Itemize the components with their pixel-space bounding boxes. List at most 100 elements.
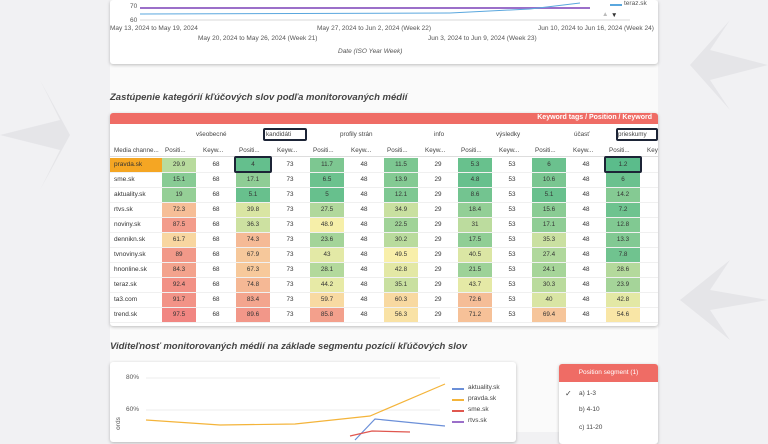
position-value-cell: 71.2 bbox=[458, 308, 492, 322]
position-value-cell: 72.6 bbox=[458, 293, 492, 307]
media-channel-cell[interactable]: sme.sk bbox=[114, 176, 135, 183]
segment-filter-title: Position segment (1) bbox=[559, 364, 658, 382]
background-star-right bbox=[690, 20, 768, 110]
keyword-count-cell: 48 bbox=[360, 266, 368, 273]
keyword-count-cell: 73 bbox=[286, 266, 294, 273]
keyword-column-header[interactable]: Keyw... bbox=[647, 147, 658, 154]
keyword-count-cell bbox=[644, 188, 658, 202]
legend-swatch bbox=[452, 388, 464, 390]
keyword-count-cell: 48 bbox=[360, 281, 368, 288]
keyword-count-cell: 73 bbox=[286, 251, 294, 258]
keyword-count-cell: 73 bbox=[286, 221, 294, 228]
position-value-cell: 39.8 bbox=[236, 203, 270, 217]
row-divider bbox=[110, 202, 658, 203]
keyword-column-header[interactable]: Keyw... bbox=[573, 147, 594, 154]
position-value-cell: 43.7 bbox=[458, 278, 492, 292]
position-column-header[interactable]: Positi... bbox=[387, 147, 408, 154]
media-channel-cell[interactable]: teraz.sk bbox=[114, 281, 137, 288]
position-value-cell: 5 bbox=[310, 188, 344, 202]
keyword-count-cell: 68 bbox=[212, 191, 220, 198]
legend-page-down-icon[interactable]: ▼ bbox=[611, 12, 618, 19]
media-channel-cell[interactable]: pravda.sk bbox=[110, 158, 162, 172]
legend-page-up-icon[interactable]: ▲ bbox=[602, 11, 609, 18]
column-group-header[interactable]: prieskumy bbox=[618, 131, 647, 138]
keyword-count-cell: 53 bbox=[508, 236, 516, 243]
media-channel-cell[interactable]: tvnoviny.sk bbox=[114, 251, 146, 258]
keyword-count-cell bbox=[644, 233, 658, 247]
media-channel-cell[interactable]: ta3.com bbox=[114, 296, 138, 303]
media-channel-cell[interactable]: hnonline.sk bbox=[114, 266, 147, 273]
media-channel-cell[interactable]: aktuality.sk bbox=[114, 191, 146, 198]
legend-item-label[interactable]: sme.sk bbox=[468, 406, 489, 413]
media-channel-cell[interactable]: trend.sk bbox=[114, 311, 138, 318]
column-group-header[interactable]: účasť bbox=[574, 131, 590, 138]
column-group-header[interactable]: kandidáti bbox=[266, 131, 292, 138]
x-tick: Jun 10, 2024 to Jun 16, 2024 (Week 24) bbox=[538, 25, 654, 32]
position-value-cell: 74.3 bbox=[236, 233, 270, 247]
keyword-count-cell: 29 bbox=[434, 191, 442, 198]
keyword-count-cell: 68 bbox=[212, 176, 220, 183]
keyword-count-cell bbox=[644, 263, 658, 277]
media-channel-header[interactable]: Media channe... bbox=[114, 147, 159, 154]
position-column-header[interactable]: Positi... bbox=[313, 147, 334, 154]
background-star-right-lower bbox=[680, 260, 768, 340]
keyword-count-cell: 53 bbox=[508, 176, 516, 183]
keyword-count-cell: 53 bbox=[508, 266, 516, 273]
segment-option-4-10[interactable]: b) 4-10 bbox=[579, 406, 600, 413]
x-tick: May 27, 2024 to Jun 2, 2024 (Week 22) bbox=[317, 25, 432, 32]
position-value-cell: 6 bbox=[606, 173, 640, 187]
keyword-count-cell: 29 bbox=[434, 311, 442, 318]
position-column-header[interactable]: Positi... bbox=[239, 147, 260, 154]
row-divider bbox=[110, 247, 658, 248]
legend-item-label[interactable]: aktuality.sk bbox=[468, 384, 500, 391]
position-value-cell: 13.9 bbox=[384, 173, 418, 187]
position-column-header[interactable]: Positi... bbox=[535, 147, 556, 154]
segment-option-1-3[interactable]: a) 1-3 bbox=[579, 390, 596, 397]
position-column-header[interactable]: Positi... bbox=[165, 147, 186, 154]
visibility-section-title: Viditeľnosť monitorovaných médií na zákl… bbox=[110, 341, 467, 352]
keyword-column-header[interactable]: Keyw... bbox=[425, 147, 446, 154]
keyword-count-cell: 73 bbox=[286, 281, 294, 288]
position-value-cell: 11.7 bbox=[310, 158, 344, 172]
keyword-count-cell: 29 bbox=[434, 161, 442, 168]
keyword-count-cell: 68 bbox=[212, 281, 220, 288]
position-value-cell: 5.1 bbox=[236, 188, 270, 202]
header-divider bbox=[110, 156, 658, 157]
keyword-count-cell: 48 bbox=[582, 281, 590, 288]
keyword-count-cell: 68 bbox=[212, 236, 220, 243]
column-group-header[interactable]: profily strán bbox=[340, 131, 373, 138]
table-section-title: Zastúpenie kategórií kľúčových slov podľ… bbox=[110, 92, 408, 103]
legend-item-label[interactable]: rtvs.sk bbox=[468, 417, 487, 424]
row-divider bbox=[110, 187, 658, 188]
media-channel-cell[interactable]: dennikn.sk bbox=[114, 236, 146, 243]
keyword-column-header[interactable]: Keyw... bbox=[499, 147, 520, 154]
position-value-cell: 29.9 bbox=[162, 158, 196, 172]
position-column-header[interactable]: Positi... bbox=[609, 147, 630, 154]
position-segment-filter[interactable]: Position segment (1) ✓ a) 1-3 b) 4-10 c)… bbox=[559, 364, 658, 444]
position-column-header[interactable]: Positi... bbox=[461, 147, 482, 154]
column-group-header[interactable]: výsledky bbox=[496, 131, 521, 138]
row-divider bbox=[110, 277, 658, 278]
position-value-cell: 40 bbox=[532, 293, 566, 307]
y-tick: 60% bbox=[126, 406, 140, 413]
media-channel-cell[interactable]: noviny.sk bbox=[114, 221, 141, 228]
column-group-header[interactable]: info bbox=[434, 131, 445, 138]
keyword-count-cell: 48 bbox=[582, 296, 590, 303]
keyword-column-header[interactable]: Keyw... bbox=[203, 147, 224, 154]
column-group-header[interactable]: všeobecné bbox=[196, 131, 227, 138]
position-value-cell: 15.6 bbox=[532, 203, 566, 217]
keyword-count-cell: 48 bbox=[582, 266, 590, 273]
legend-swatch bbox=[452, 410, 464, 412]
highlight-box-kandidati-header bbox=[263, 128, 307, 141]
position-value-cell: 67.3 bbox=[236, 263, 270, 277]
media-channel-cell[interactable]: rtvs.sk bbox=[114, 206, 133, 213]
x-tick: Jun 3, 2024 to Jun 9, 2024 (Week 23) bbox=[428, 35, 537, 42]
keyword-count-cell: 53 bbox=[508, 281, 516, 288]
segment-option-11-20[interactable]: c) 11-20 bbox=[579, 424, 603, 431]
keyword-count-cell: 48 bbox=[360, 311, 368, 318]
legend-item-label[interactable]: pravda.sk bbox=[468, 395, 497, 402]
keyword-count-cell: 73 bbox=[286, 296, 294, 303]
keyword-column-header[interactable]: Keyw... bbox=[277, 147, 298, 154]
keyword-column-header[interactable]: Keyw... bbox=[351, 147, 372, 154]
position-value-cell: 35.1 bbox=[384, 278, 418, 292]
